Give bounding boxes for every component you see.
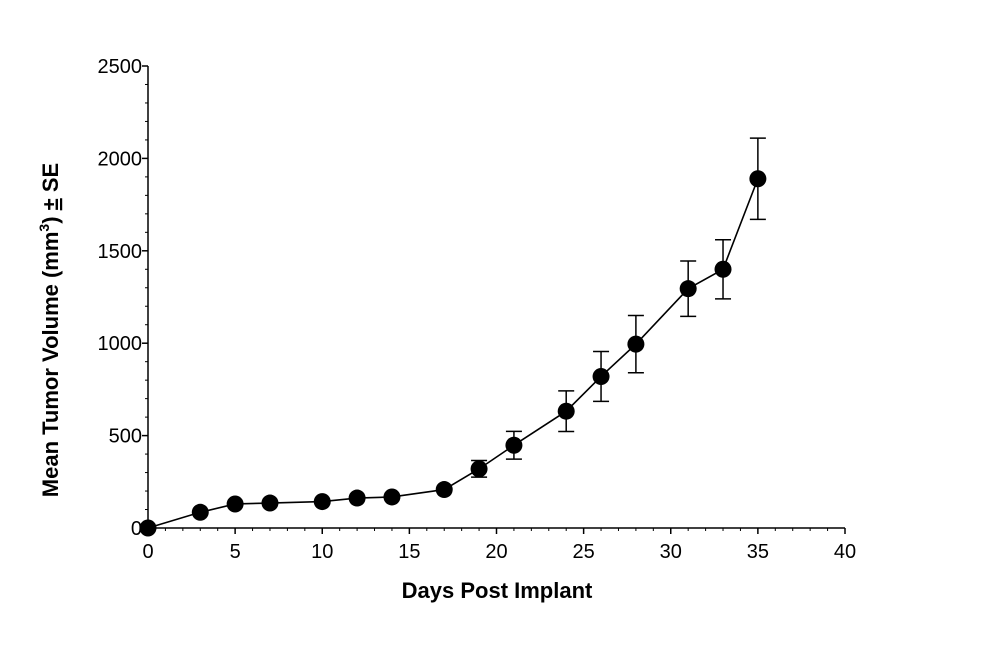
data-point [749, 170, 767, 188]
x-tick-label: 30 [660, 541, 682, 563]
y-tick-label: 0 [131, 518, 142, 540]
x-tick-label: 35 [747, 541, 769, 563]
data-point [470, 460, 488, 478]
data-point [505, 436, 523, 454]
y-axis-title: Mean Tumor Volume (mm3) ± SE [36, 163, 63, 497]
y-tick-label: 500 [109, 426, 142, 448]
y-tick-label: 2000 [98, 148, 143, 170]
data-point [261, 494, 279, 512]
axes: 0 500 1000 1500 2000 2500 0 5 10 15 20 25 30 35 40 [98, 56, 857, 563]
y-axis-title-main: Mean Tumor Volume (mm [38, 232, 63, 498]
data-point [348, 489, 366, 507]
x-tick-label: 25 [573, 541, 595, 563]
y-tick-label: 2500 [98, 56, 143, 78]
y-tick-label: 1000 [98, 333, 143, 355]
y-tick-label: 1500 [98, 241, 143, 263]
data-point [592, 367, 610, 385]
series-line [147, 178, 759, 529]
data-point [679, 280, 697, 298]
data-point [435, 481, 453, 499]
data-point [313, 493, 331, 511]
x-tick-label: 5 [230, 541, 241, 563]
series-layer [139, 137, 767, 537]
x-tick-label: 15 [398, 541, 420, 563]
y-axis-title-superscript: 3 [36, 224, 52, 232]
data-point [139, 519, 157, 537]
data-point [627, 335, 645, 353]
x-tick-label: 20 [485, 541, 507, 563]
y-axis-title-plusminus: ± [38, 198, 63, 210]
data-point [383, 488, 401, 506]
y-axis-title-se: SE [38, 163, 63, 198]
data-point [557, 402, 575, 420]
data-point [714, 260, 732, 278]
x-tick-label: 10 [311, 541, 333, 563]
data-point [191, 503, 209, 521]
x-axis-title: Days Post Implant [402, 578, 593, 603]
data-point [226, 495, 244, 513]
x-tick-label: 40 [834, 541, 856, 563]
x-tick-label: 0 [142, 541, 153, 563]
